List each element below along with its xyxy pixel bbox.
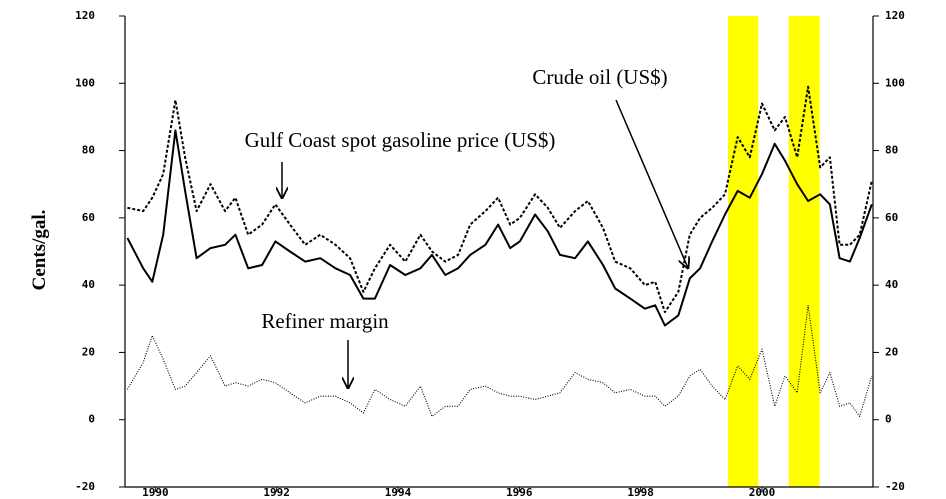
series-line <box>127 85 873 314</box>
y-tick-label: 20 <box>82 345 95 358</box>
annotation-arrow <box>615 99 688 268</box>
annotation: Refiner margin <box>261 309 389 333</box>
annotation: Crude oil (US$) <box>532 65 667 89</box>
y2-tick-label: 120 <box>885 9 905 22</box>
y2-tick-label: 40 <box>885 278 898 291</box>
x-tick-label: 1998 <box>627 486 654 499</box>
y-tick-label: 0 <box>88 413 95 426</box>
y2-tick-label: 100 <box>885 76 905 89</box>
y2-tick-label: 20 <box>885 345 898 358</box>
highlight-layer <box>728 16 820 487</box>
y2-tick-label: 0 <box>885 413 892 426</box>
x-tick-label: 1996 <box>506 486 533 499</box>
x-tick-label: 2000 <box>749 486 776 499</box>
y-tick-label: 80 <box>82 144 95 157</box>
x-tick-label: 1992 <box>263 486 290 499</box>
y-tick-label: 60 <box>82 211 95 224</box>
y-tick-label: 40 <box>82 278 95 291</box>
y2-tick-label: -20 <box>885 480 905 493</box>
y2-tick-label: 60 <box>885 211 898 224</box>
plot-layer <box>126 85 873 417</box>
highlight-band <box>728 16 759 487</box>
x-tick-label: 1994 <box>385 486 412 499</box>
y-axis-label: Cents/gal. <box>29 210 50 291</box>
y2-tick-label: 80 <box>885 144 898 157</box>
highlight-band <box>788 16 820 487</box>
y-tick-label: -20 <box>75 480 95 493</box>
y-tick-label: 120 <box>75 9 95 22</box>
y-tick-label: 100 <box>75 76 95 89</box>
annotation: Gulf Coast spot gasoline price (US$) <box>245 128 556 152</box>
x-tick-label: 1990 <box>142 486 169 499</box>
series-line <box>126 129 873 327</box>
series-line <box>126 304 873 417</box>
